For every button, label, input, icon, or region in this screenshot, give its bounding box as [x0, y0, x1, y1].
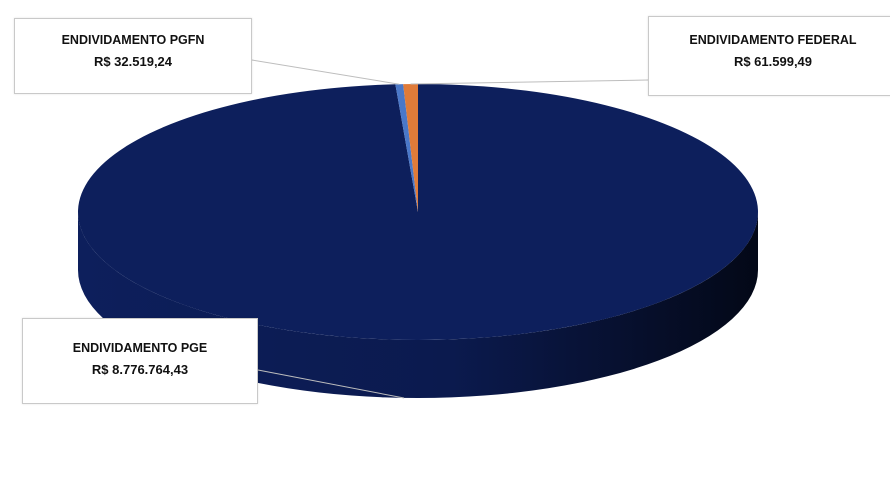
data-label-federal: ENDIVIDAMENTO FEDERAL R$ 61.599,49 — [648, 16, 890, 96]
pie-slice-1 — [395, 84, 418, 212]
data-label-federal-value: R$ 61.599,49 — [733, 54, 813, 69]
data-label-pgfn-value: R$ 32.519,24 — [93, 54, 173, 69]
data-label-pge-value: R$ 8.776.764,43 — [91, 362, 189, 377]
data-label-pge-name: ENDIVIDAMENTO PGE — [72, 341, 208, 355]
data-label-pge: ENDIVIDAMENTO PGE R$ 8.776.764,43 — [22, 318, 258, 404]
leader-line-2 — [410, 79, 649, 85]
pie-top-face — [78, 84, 759, 340]
data-label-pgfn: ENDIVIDAMENTO PGFN R$ 32.519,24 — [14, 18, 252, 94]
pie-slice-2 — [403, 84, 418, 212]
pie-slice-0 — [78, 84, 759, 340]
leader-lines — [251, 59, 649, 399]
data-label-pgfn-name: ENDIVIDAMENTO PGFN — [61, 33, 205, 47]
leader-line-1 — [251, 59, 400, 85]
leader-line-0 — [257, 369, 405, 399]
data-label-federal-name: ENDIVIDAMENTO FEDERAL — [689, 33, 857, 47]
